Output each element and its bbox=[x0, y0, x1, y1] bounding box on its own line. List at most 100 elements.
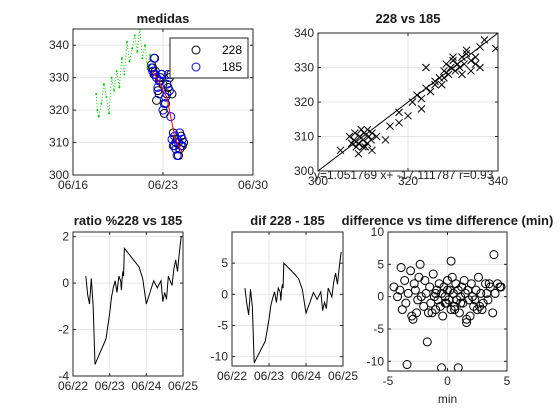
x-tick-label: 0 bbox=[444, 374, 451, 388]
data-point bbox=[462, 46, 471, 55]
green-series-point bbox=[97, 115, 100, 118]
y-tick-label: 0 bbox=[62, 276, 69, 290]
chart-title: 228 vs 185 bbox=[375, 11, 440, 26]
data-point-185 bbox=[148, 66, 158, 76]
legend-box bbox=[169, 37, 249, 79]
data-point bbox=[462, 318, 472, 328]
data-point bbox=[449, 53, 457, 62]
data-point bbox=[431, 288, 441, 298]
data-point bbox=[413, 91, 421, 99]
data-point-185 bbox=[157, 69, 167, 79]
data-point bbox=[476, 288, 486, 298]
data-point bbox=[347, 139, 356, 148]
legend-label-228: 228 bbox=[222, 43, 242, 57]
plot-marks bbox=[95, 29, 189, 161]
data-point bbox=[417, 105, 426, 113]
y-tick-label: -5 bbox=[373, 322, 384, 336]
data-point bbox=[354, 139, 363, 148]
y-tick-label: 340 bbox=[294, 26, 314, 40]
data-point bbox=[484, 279, 494, 289]
green-series-point bbox=[100, 102, 103, 105]
data-point bbox=[425, 282, 435, 292]
regression-annotation: y=1.051769 x+ -17.111787 r=0.93 bbox=[314, 168, 494, 182]
data-point bbox=[422, 63, 430, 72]
y-tick-label: 5 bbox=[221, 256, 228, 270]
data-point bbox=[359, 142, 367, 151]
plot-marks bbox=[244, 251, 342, 364]
data-point bbox=[363, 125, 372, 134]
data-point bbox=[395, 118, 403, 127]
green-series-point bbox=[113, 89, 116, 92]
data-point bbox=[473, 272, 483, 282]
data-point bbox=[352, 142, 361, 151]
data-point bbox=[395, 108, 403, 117]
data-point bbox=[440, 67, 448, 75]
x-tick-label: 320 bbox=[398, 174, 418, 188]
data-point bbox=[336, 146, 345, 155]
data-point bbox=[446, 256, 456, 266]
data-point-185 bbox=[161, 92, 171, 102]
data-point bbox=[475, 301, 485, 311]
data-point-228 bbox=[152, 95, 162, 105]
green-series-point bbox=[105, 96, 108, 99]
green-series-point bbox=[102, 83, 105, 86]
data-point bbox=[480, 36, 489, 44]
data-point bbox=[427, 308, 437, 318]
data-point bbox=[350, 136, 358, 144]
y-tick-label: -5 bbox=[217, 318, 228, 332]
data-point bbox=[491, 44, 498, 53]
y-tick-label: 310 bbox=[294, 130, 314, 144]
data-point bbox=[471, 60, 480, 68]
green-series-point bbox=[96, 109, 99, 112]
data-point bbox=[476, 42, 484, 51]
data-point bbox=[451, 67, 460, 75]
green-series-point bbox=[149, 53, 152, 56]
data-point bbox=[357, 125, 366, 134]
x-tick-label: 300 bbox=[308, 174, 328, 188]
chart-ratio: 06/22 06/23 06/24 06/25 -4 -2 0 2 ratio %228 vs … bbox=[58, 213, 198, 393]
data-point bbox=[401, 298, 411, 308]
x-axis-label: min bbox=[438, 392, 457, 406]
axes-frame bbox=[387, 231, 508, 372]
data-point bbox=[481, 279, 491, 289]
x-tick-label: 06/24 bbox=[131, 379, 161, 393]
green-series-point bbox=[108, 112, 110, 115]
x-tick-label: 06/22 bbox=[217, 369, 247, 383]
axes-frame bbox=[317, 32, 499, 172]
data-point bbox=[406, 266, 416, 276]
data-point bbox=[420, 275, 430, 285]
data-point bbox=[467, 67, 475, 75]
data-point bbox=[416, 292, 426, 302]
data-point-185 bbox=[172, 151, 182, 161]
legend-marker-185 bbox=[191, 62, 201, 72]
x-tick-label: -5 bbox=[383, 374, 394, 388]
plot-marks bbox=[389, 250, 506, 371]
data-point bbox=[396, 263, 406, 273]
x-tick-label: 06/23 bbox=[148, 178, 178, 192]
data-point bbox=[368, 129, 376, 137]
data-point bbox=[345, 132, 354, 141]
data-point bbox=[456, 298, 466, 308]
data-point bbox=[423, 308, 433, 318]
y-tick-label: 310 bbox=[49, 136, 69, 150]
data-point-185 bbox=[149, 53, 159, 63]
data-point bbox=[477, 305, 487, 315]
data-point bbox=[453, 363, 463, 371]
data-point bbox=[456, 292, 466, 302]
plot-marks bbox=[85, 236, 182, 365]
axes-frame bbox=[72, 28, 254, 176]
green-series-point bbox=[136, 50, 139, 53]
data-point bbox=[462, 49, 471, 58]
y-tick-label: -4 bbox=[58, 369, 69, 383]
data-point bbox=[402, 360, 412, 370]
x-tick-label: 06/24 bbox=[291, 369, 321, 383]
y-tick-label: 0 bbox=[221, 287, 228, 301]
green-series-point bbox=[131, 47, 134, 50]
x-tick-label: 06/25 bbox=[328, 369, 358, 383]
data-point bbox=[440, 73, 448, 82]
data-point bbox=[372, 132, 381, 141]
data-point bbox=[488, 308, 498, 318]
data-point-185 bbox=[162, 79, 172, 89]
series-line bbox=[244, 251, 342, 364]
